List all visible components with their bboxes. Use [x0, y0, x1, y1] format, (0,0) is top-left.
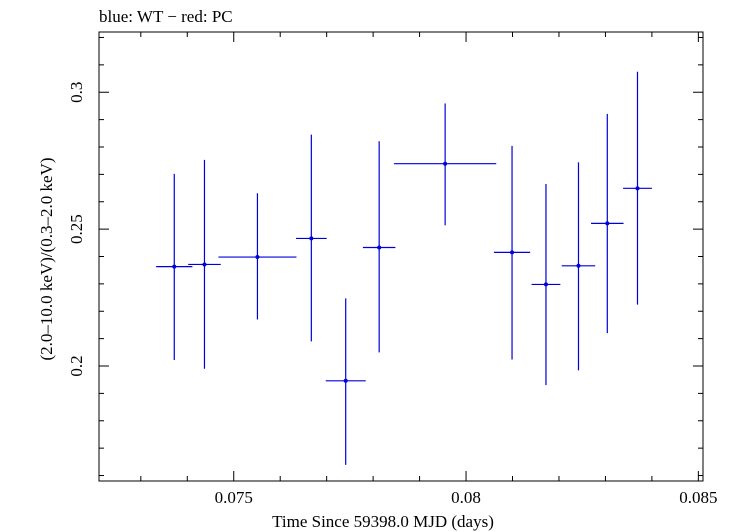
y-tick-label: 0.25 [67, 214, 86, 244]
data-marker [576, 263, 581, 268]
y-tick-label: 0.2 [67, 355, 86, 376]
data-point [325, 298, 366, 465]
data-marker [202, 262, 207, 267]
data-point [362, 141, 396, 353]
data-point [218, 193, 297, 320]
data-marker [543, 282, 548, 287]
axis-ticks [99, 32, 703, 481]
x-axis-label: Time Since 59398.0 MJD (days) [272, 512, 494, 531]
x-tick-label: 0.075 [215, 488, 253, 507]
chart-title: blue: WT − red: PC [99, 7, 233, 26]
data-point [156, 173, 193, 360]
plot-frame [98, 31, 704, 482]
data-marker [172, 264, 177, 269]
data-point [493, 145, 531, 360]
x-tick-label: 0.085 [679, 488, 717, 507]
data-point [188, 159, 221, 369]
data-point [295, 134, 327, 342]
data-marker [605, 221, 610, 226]
data-marker [343, 378, 348, 383]
data-point [561, 162, 596, 371]
axis-tick-labels: 0.075 0.08 0.085 0.2 0.25 0.3 [67, 82, 717, 507]
data-marker [377, 245, 382, 250]
data-marker [255, 255, 260, 260]
x-tick-label: 0.08 [451, 488, 481, 507]
data-point [531, 183, 561, 386]
y-tick-label: 0.3 [67, 82, 86, 103]
data-point [394, 103, 497, 226]
data-marker [635, 186, 640, 191]
data-series [156, 71, 652, 465]
data-marker [510, 250, 515, 255]
data-point [623, 71, 652, 305]
data-marker [443, 161, 448, 166]
data-marker [309, 236, 314, 241]
data-point [591, 113, 624, 334]
y-axis-label: (2.0–10.0 keV)/(0.3–2.0 keV) [37, 157, 56, 360]
